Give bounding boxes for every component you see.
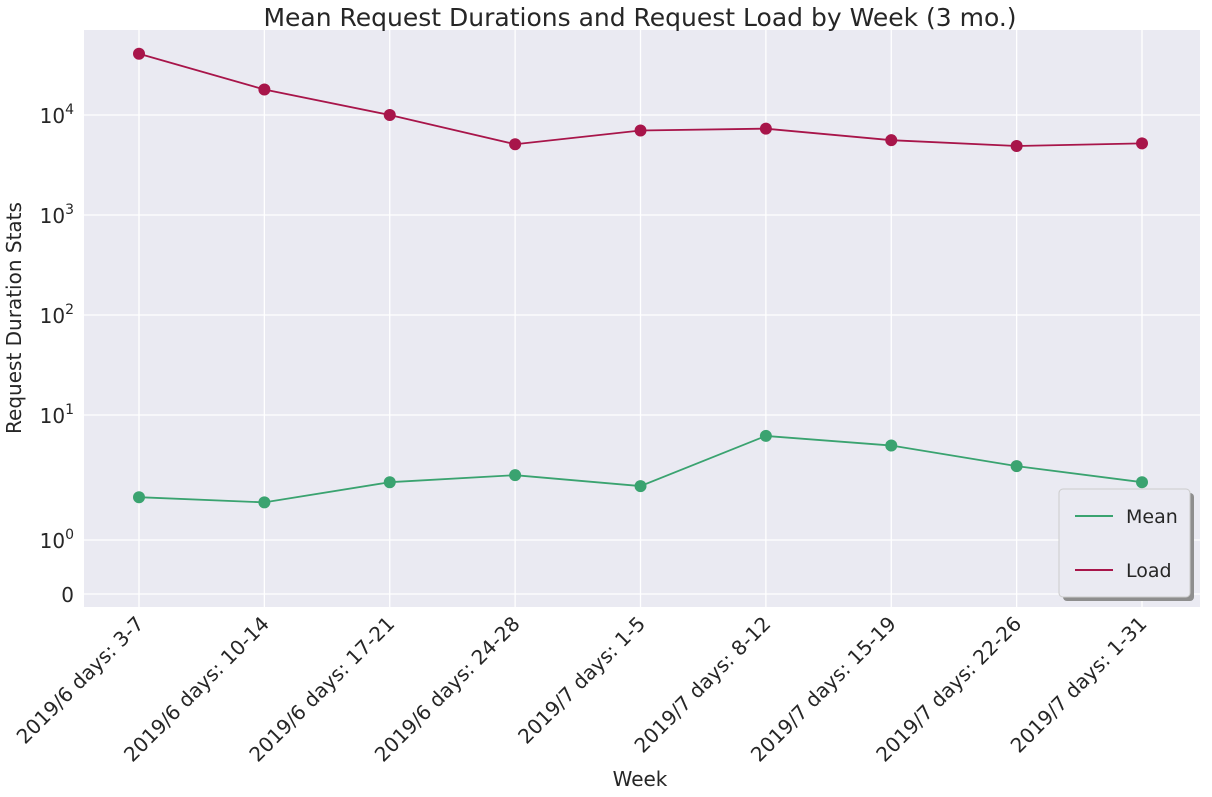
point-load: [1010, 139, 1023, 152]
point-load: [383, 109, 396, 121]
series-layer: [133, 47, 1148, 509]
x-axis-label: Week: [613, 767, 668, 791]
x-tick-label: 2019/7 days: 1-5: [513, 612, 650, 749]
legend-label-mean: Mean: [1126, 506, 1178, 528]
point-load: [133, 47, 145, 60]
y-axis-label: Request Duration Stats: [2, 202, 26, 434]
point-mean: [133, 491, 145, 504]
y-tick-label: 103: [40, 202, 74, 228]
point-load: [509, 138, 522, 151]
x-tick-label: 2019/7 days: 1-31: [1006, 612, 1152, 758]
point-mean: [383, 476, 396, 489]
point-load: [885, 134, 898, 147]
legend: Mean Load: [1058, 488, 1194, 601]
x-tick-label: 2019/7 days: 8-12: [629, 612, 775, 758]
point-mean: [509, 469, 522, 482]
y-tick-label: 101: [40, 402, 74, 428]
x-tick-label: 2019/6 days: 3-7: [12, 612, 149, 749]
point-load: [1136, 137, 1148, 150]
point-mean: [759, 429, 772, 442]
plot-area: [84, 30, 1200, 607]
y-tick-label: 102: [40, 302, 74, 328]
point-mean: [1010, 460, 1023, 473]
y-tick-label: 100: [40, 527, 74, 553]
point-mean: [1136, 476, 1148, 489]
y-tick-label: 104: [40, 102, 74, 128]
legend-label-load: Load: [1126, 560, 1172, 582]
point-load: [258, 83, 271, 96]
point-load: [634, 124, 647, 137]
chart-title: Mean Request Durations and Request Load …: [263, 3, 1016, 32]
point-load: [759, 122, 772, 135]
y-tick-labels: 0 100 101 102 103 104: [40, 102, 74, 607]
point-mean: [258, 496, 271, 509]
point-mean: [634, 480, 647, 493]
y-tick-label: 0: [61, 583, 74, 607]
point-mean: [885, 439, 898, 452]
